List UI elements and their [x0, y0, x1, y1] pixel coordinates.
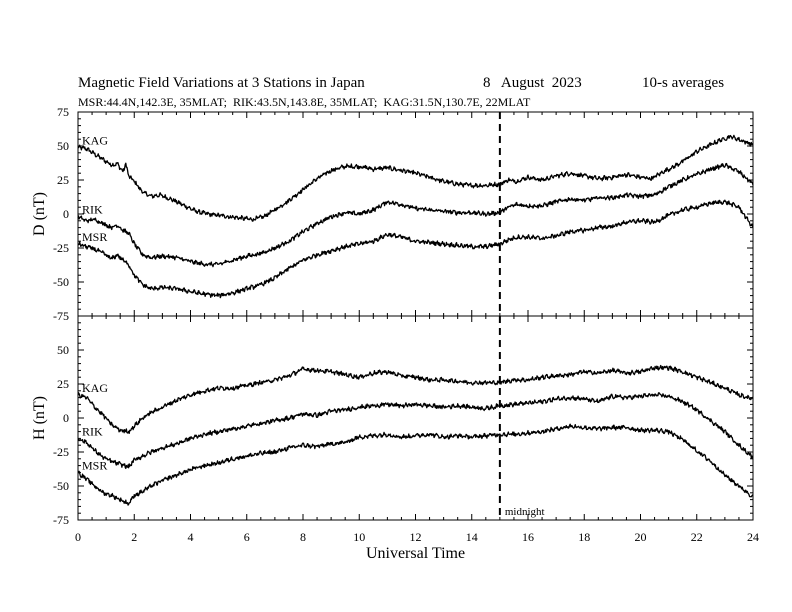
series-line-msr	[77, 423, 754, 506]
series-line-kag	[77, 134, 754, 222]
x-tick-label: 2	[131, 530, 137, 544]
series-label-kag: KAG	[82, 381, 108, 395]
x-tick-label: 6	[244, 530, 250, 544]
series-label-rik: RIK	[82, 203, 103, 217]
x-tick-label: 14	[466, 530, 478, 544]
y-tick-label: -75	[53, 513, 69, 527]
y-tick-label: 0	[63, 411, 69, 425]
series-line-rik	[77, 162, 754, 268]
x-axis-label: Universal Time	[366, 545, 465, 562]
y-tick-label: -50	[53, 275, 69, 289]
x-tick-label: 12	[410, 530, 422, 544]
chart-averaging: 10-s averages	[642, 75, 724, 91]
y-tick-label: 75	[57, 105, 69, 119]
y-tick-label: -25	[53, 445, 69, 459]
x-tick-label: 24	[747, 530, 759, 544]
series-label-msr: MSR	[82, 458, 107, 472]
y-tick-label: 0	[63, 207, 69, 221]
series-label-kag: KAG	[82, 133, 108, 147]
series-line-kag	[77, 364, 754, 434]
series-label-rik: RIK	[82, 424, 103, 438]
midnight-label: midnight	[505, 506, 545, 518]
stations-info: MSR:44.4N,142.3E, 35MLAT; RIK:43.5N,143.…	[78, 95, 531, 109]
x-tick-label: 18	[578, 530, 590, 544]
x-tick-label: 4	[188, 530, 194, 544]
x-tick-label: 8	[300, 530, 306, 544]
x-tick-label: 10	[353, 530, 365, 544]
x-tick-label: 16	[522, 530, 534, 544]
y-tick-label: -75	[53, 309, 69, 323]
y-tick-label: 50	[57, 139, 69, 153]
x-tick-label: 20	[635, 530, 647, 544]
y-tick-label: -50	[53, 479, 69, 493]
x-tick-label: 0	[75, 530, 81, 544]
y-tick-label: 25	[57, 173, 69, 187]
chart-title: Magnetic Field Variations at 3 Stations …	[78, 75, 365, 91]
y-tick-label: -25	[53, 241, 69, 255]
h-axis-label: H (nT)	[31, 396, 48, 440]
d-axis-label: D (nT)	[31, 192, 48, 236]
y-tick-label: 25	[57, 377, 69, 391]
series-line-rik	[77, 392, 754, 470]
chart-date: 8 August 2023	[483, 75, 582, 91]
series-label-msr: MSR	[82, 230, 107, 244]
series-line-msr	[77, 199, 754, 299]
y-tick-label: 50	[57, 343, 69, 357]
d-component-panel: -75 -50 -25 0 25 50 75 KAG RIK MSR	[53, 105, 754, 323]
x-tick-label: 22	[691, 530, 703, 544]
